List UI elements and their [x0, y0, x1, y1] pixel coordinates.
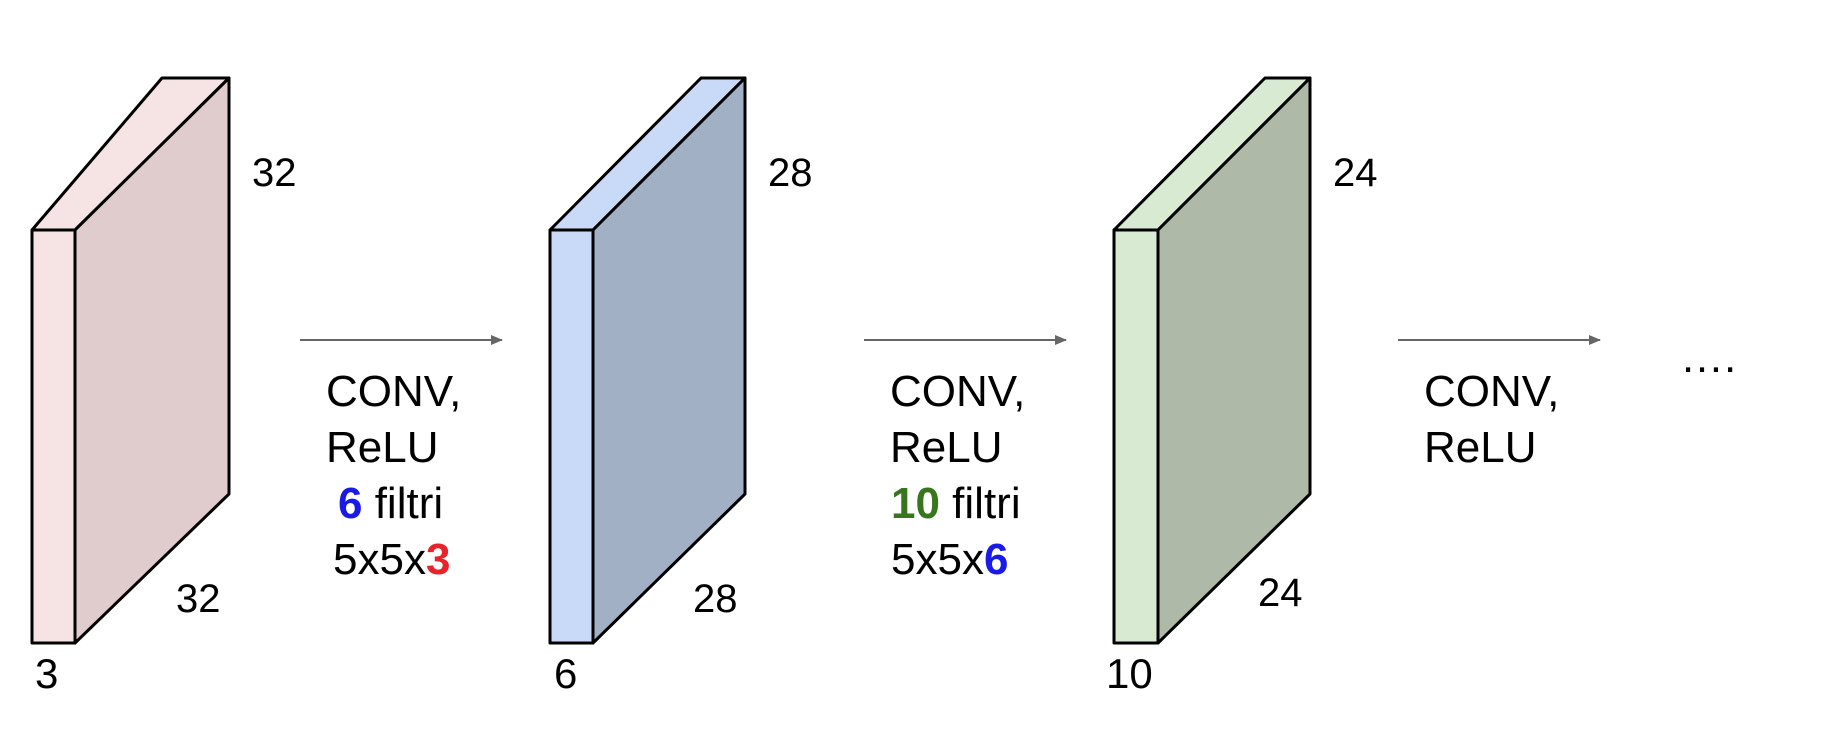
layer-1-line1: CONV, [326, 367, 461, 416]
ellipsis: …. [1680, 333, 1736, 382]
layer-2-filters-count: 10 [891, 479, 940, 528]
layer-2-line1: CONV, [890, 367, 1025, 416]
layer-1-label: CONV, ReLU 6 filtri 5x5x3 [326, 367, 461, 584]
layer-1-filters-count: 6 [338, 479, 362, 528]
volume-conv2-front [1112, 228, 1160, 645]
volume-input-width: 32 [176, 577, 221, 621]
layer-1-line2: ReLU [326, 423, 439, 472]
layer-2-line2: ReLU [890, 423, 1003, 472]
layer-1-kernel-depth: 3 [426, 535, 450, 584]
layer-1-filters: 6 filtri [338, 479, 443, 528]
volume-conv1-width: 28 [693, 577, 738, 621]
layer-1-filters-word: filtri [362, 479, 443, 528]
layer-1-kernel: 5x5x3 [333, 535, 450, 584]
volume-conv1: 28 28 6 [548, 76, 813, 697]
layer-3-line1: CONV, [1424, 367, 1559, 416]
volume-input-depth: 3 [35, 650, 58, 697]
layer-2-kernel: 5x5x6 [891, 535, 1008, 584]
volume-input: 32 32 3 [30, 76, 297, 697]
layer-3-line2: ReLU [1424, 423, 1537, 472]
layer-2-filters-word: filtri [940, 479, 1021, 528]
volume-input-front [30, 228, 77, 645]
volume-conv1-front [548, 228, 595, 645]
layer-2-kernel-depth: 6 [984, 535, 1008, 584]
volume-conv2-width: 24 [1258, 571, 1303, 615]
layer-3-label: CONV, ReLU [1424, 367, 1559, 472]
volume-conv2-depth: 10 [1106, 650, 1153, 697]
layer-1-kernel-prefix: 5x5x [333, 535, 426, 584]
volume-conv2: 24 24 10 [1106, 76, 1378, 697]
volume-conv1-height: 28 [768, 151, 813, 195]
volume-conv2-height: 24 [1333, 151, 1378, 195]
layer-2-kernel-prefix: 5x5x [891, 535, 984, 584]
volume-conv1-depth: 6 [554, 650, 577, 697]
layer-2-label: CONV, ReLU 10 filtri 5x5x6 [890, 367, 1025, 584]
volume-input-height: 32 [252, 151, 297, 195]
layer-2-filters: 10 filtri [891, 479, 1021, 528]
